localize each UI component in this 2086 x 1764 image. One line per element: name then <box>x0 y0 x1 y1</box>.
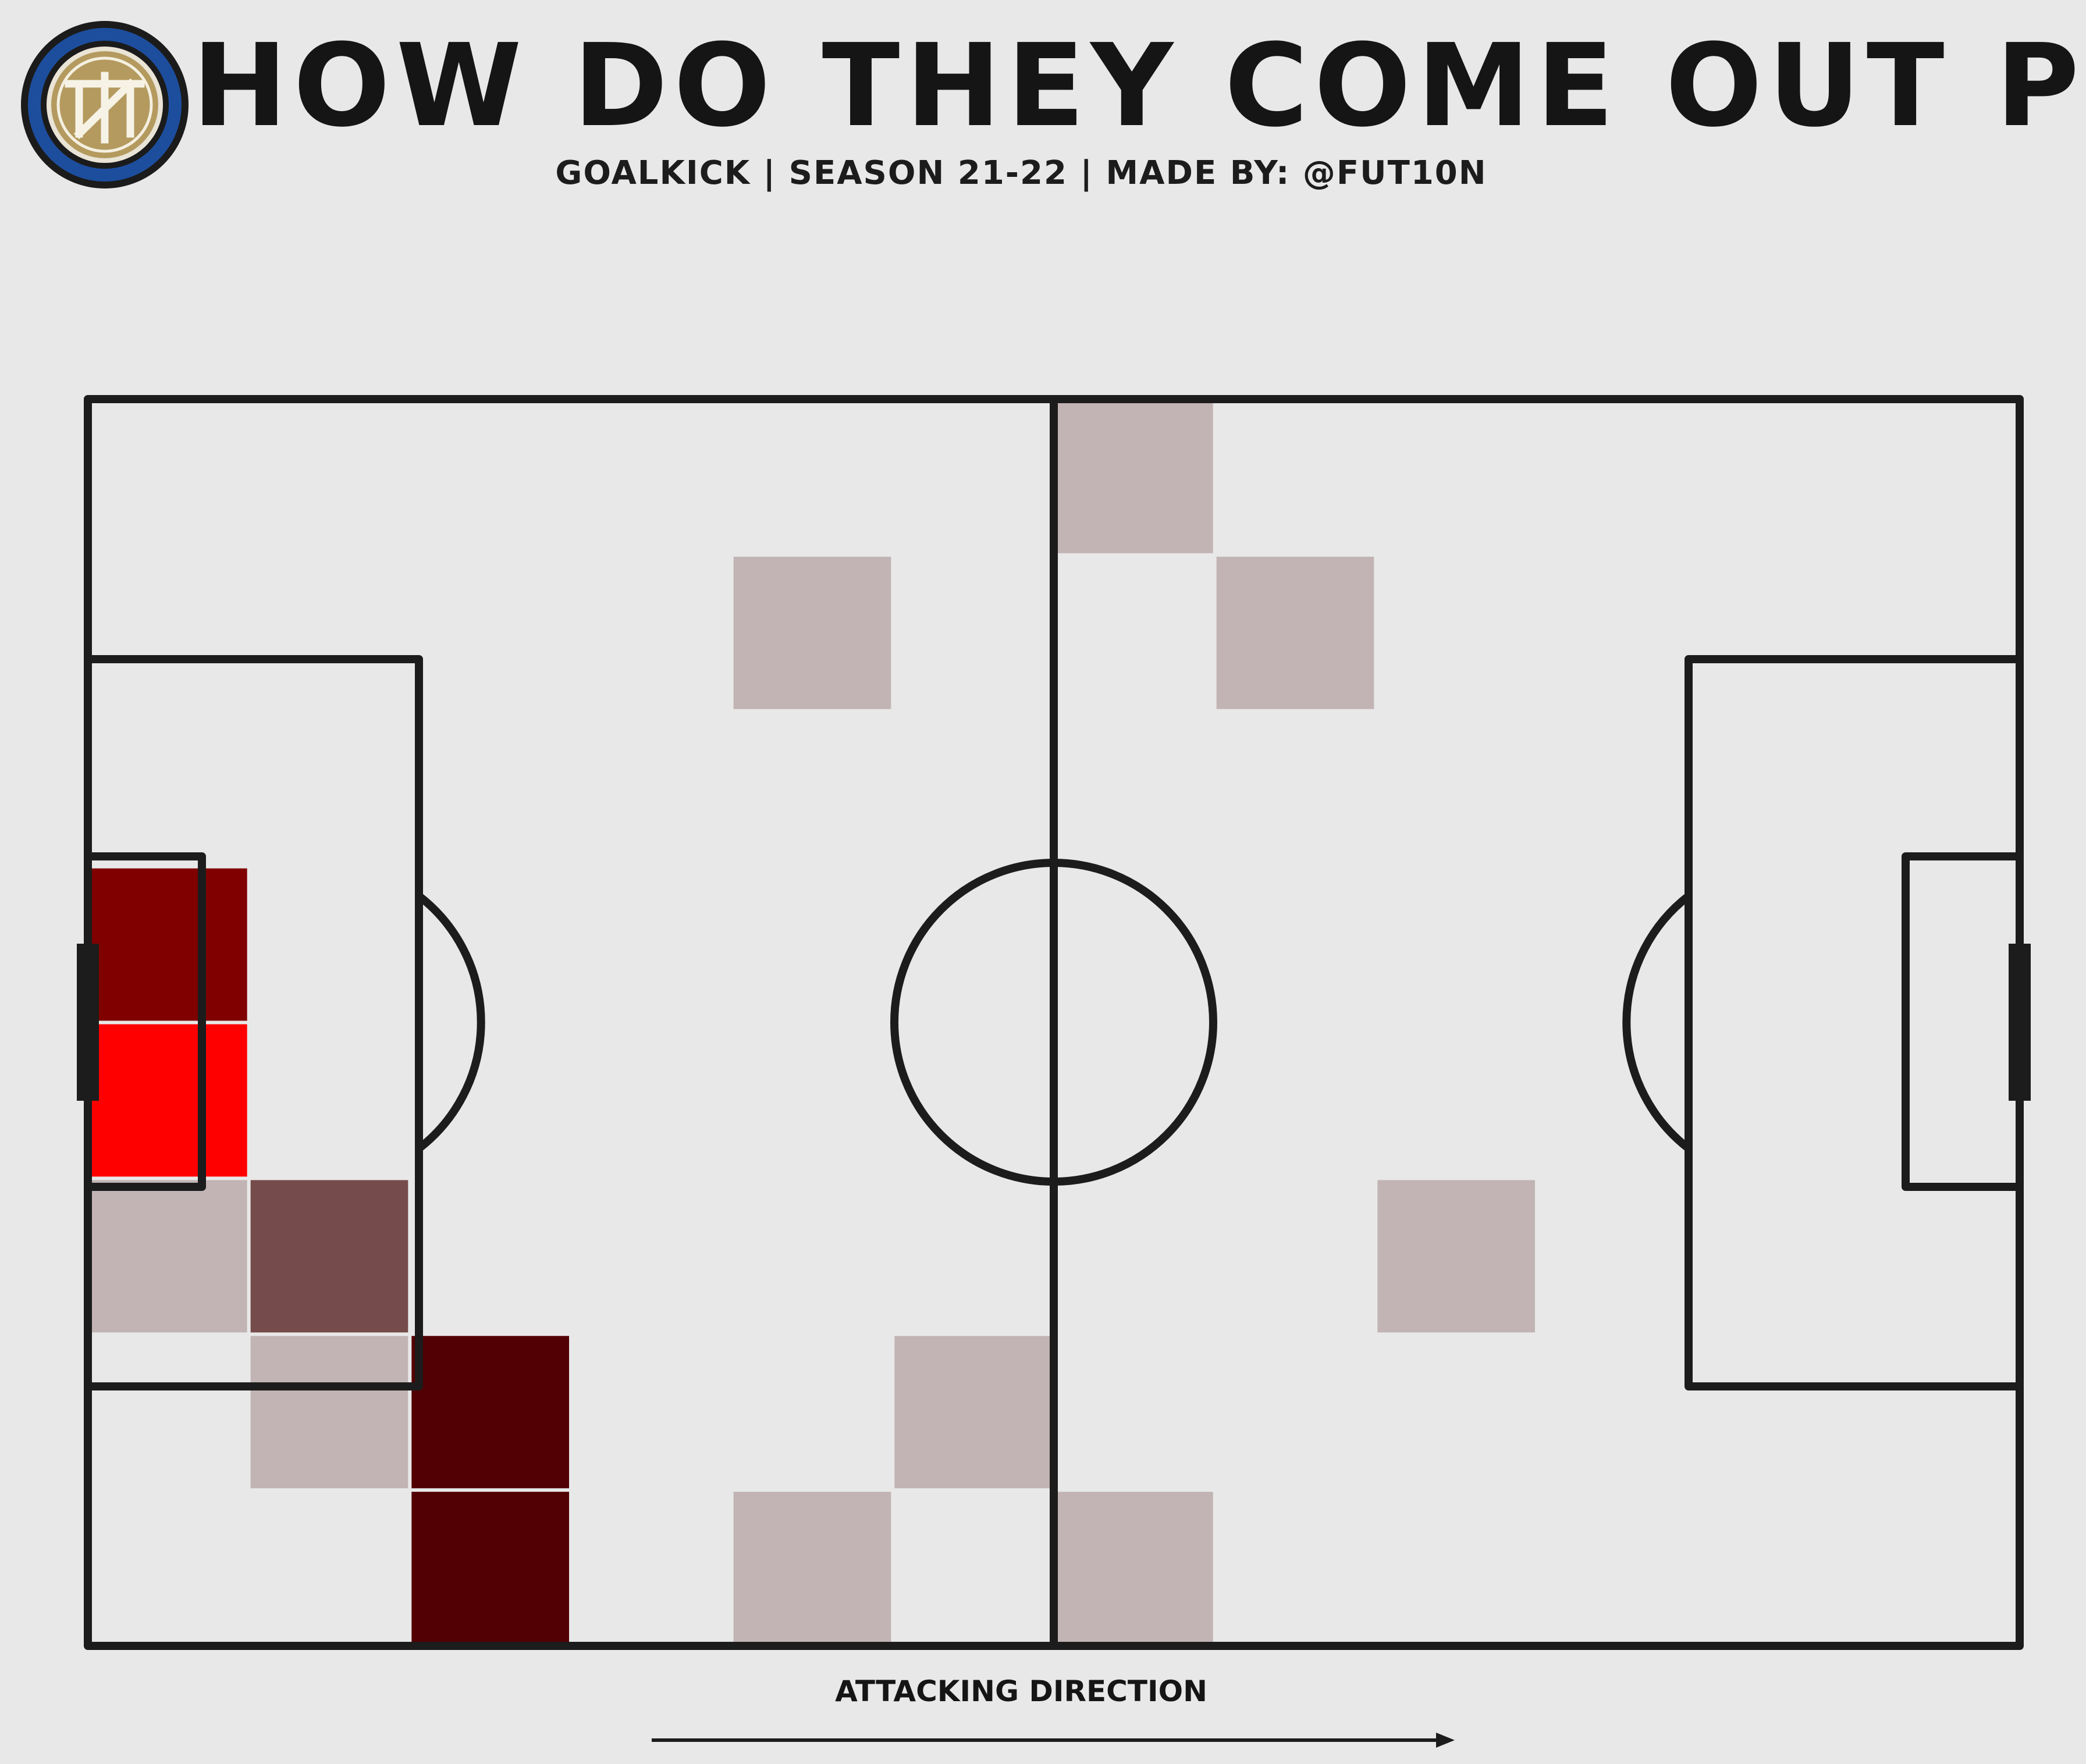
heatmap-cell <box>1377 1180 1535 1333</box>
heatmap-cell <box>733 556 891 709</box>
heatmap-cell <box>1056 1492 1213 1644</box>
heatmap-cell <box>894 1336 1052 1489</box>
heatmap-cell <box>1056 401 1213 553</box>
right-penalty-box <box>1685 655 2024 1390</box>
heatmap-cell <box>90 1180 247 1333</box>
left-goal <box>77 944 99 1101</box>
centre-circle <box>890 859 1217 1186</box>
heatmap-cell <box>411 1336 569 1489</box>
right-goal <box>2009 944 2031 1101</box>
heatmap-cell <box>250 1180 408 1333</box>
heatmap-cell <box>1216 556 1374 709</box>
attacking-direction-arrow <box>652 1733 1455 1748</box>
arrow-head <box>1436 1733 1455 1748</box>
attacking-direction-label: ATTACKING DIRECTION <box>835 1674 1207 1708</box>
left-penalty-arc <box>415 892 485 1153</box>
right-penalty-arc <box>1622 892 1693 1153</box>
right-six-yard-box <box>1902 852 2024 1191</box>
heatmap-cell <box>733 1492 891 1644</box>
chart-subtitle: GOALKICK | SEASON 21-22 | MADE BY: @FUT1… <box>555 154 1487 192</box>
heatmap-cell <box>250 1336 408 1489</box>
inter-crest-logo <box>21 21 189 189</box>
goals <box>77 944 2031 1101</box>
heatmap-cell <box>90 868 247 1021</box>
chart-title: HOW DO THEY COME OUT PLAYING? <box>192 20 2086 152</box>
heatmap-cell <box>411 1492 569 1644</box>
heatmap-cell <box>90 1024 247 1177</box>
heatmap-cells <box>90 401 1535 1644</box>
